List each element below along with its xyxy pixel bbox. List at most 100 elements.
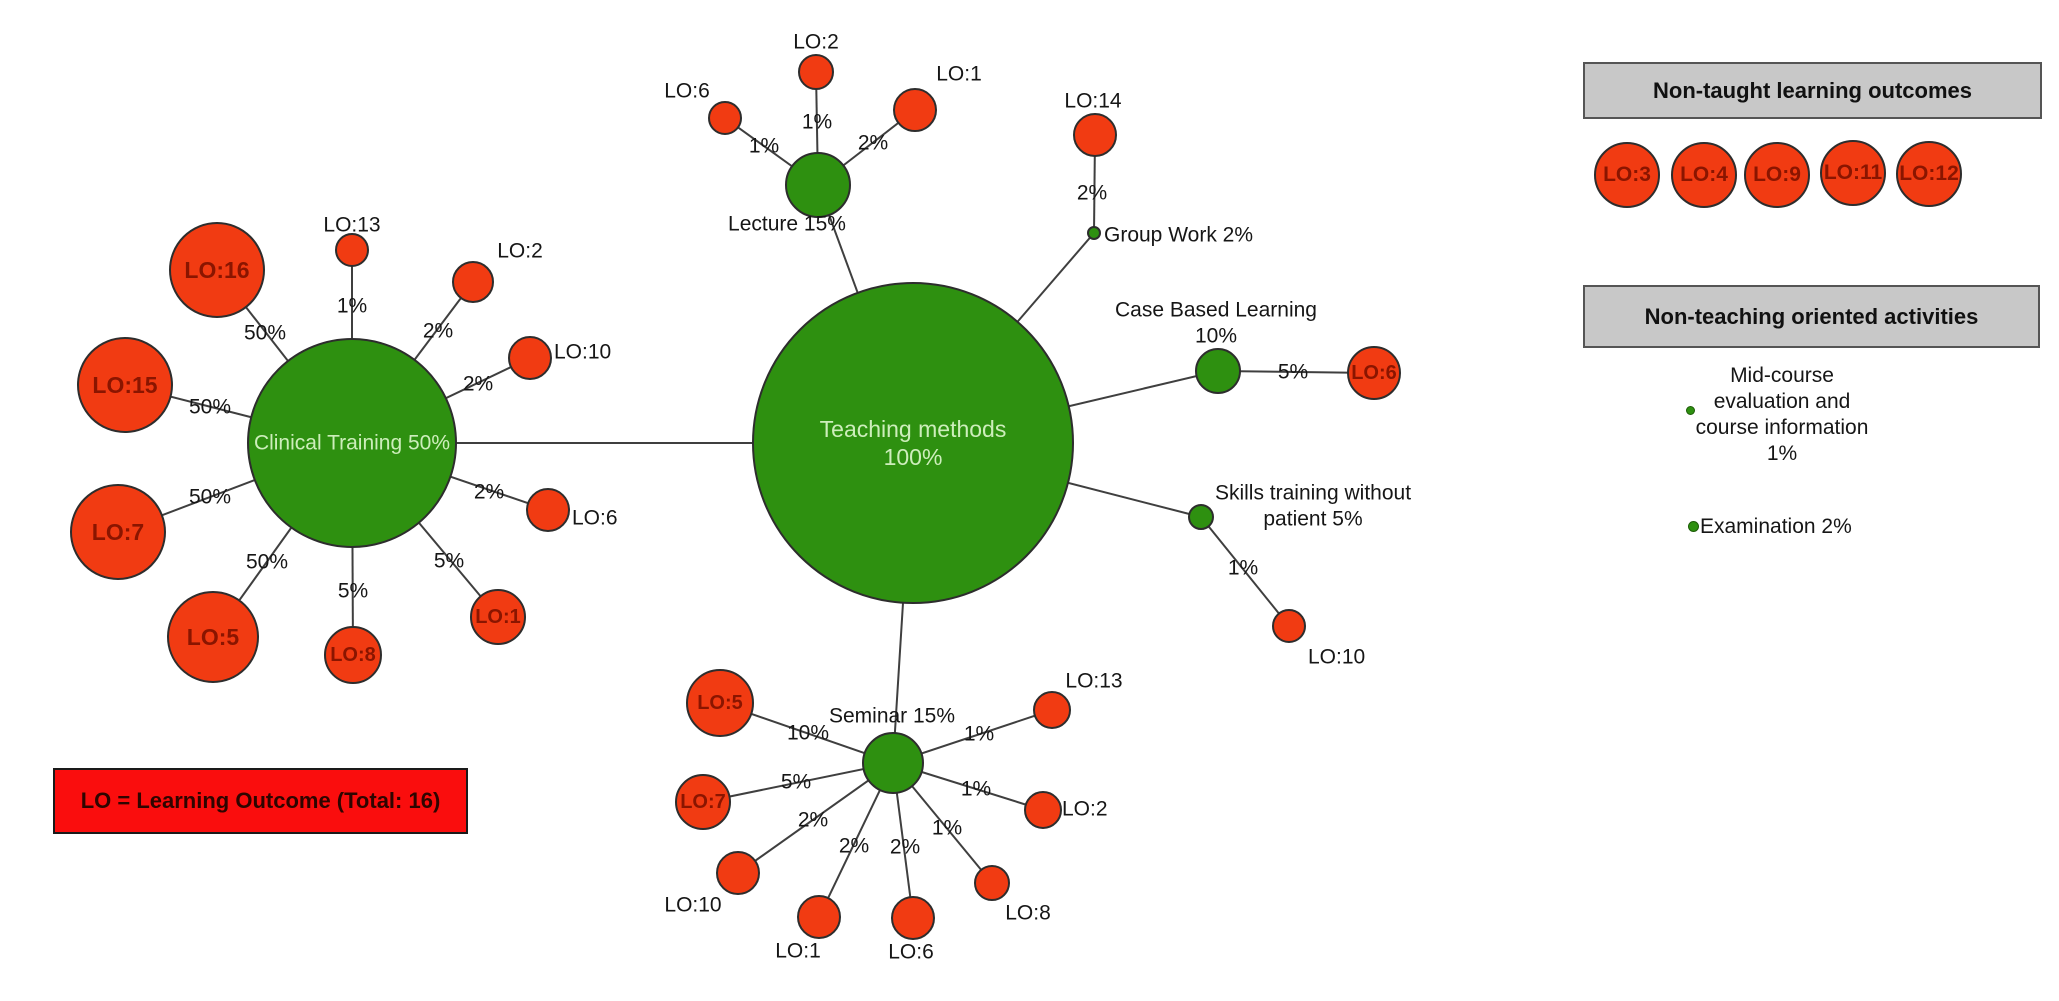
outcome-label-seminar-lo-1: LO:1 [775, 940, 821, 963]
outcome-label-seminar-lo-2: LO:2 [1062, 798, 1108, 821]
edge-label-lecture-lo-2: 1% [802, 111, 832, 134]
hub-seminar [862, 732, 924, 794]
outcome-label-clinical-lo-13: LO:13 [323, 214, 380, 237]
outcome-seminar-lo-13 [1033, 691, 1071, 729]
lo-note-box: LO = Learning Outcome (Total: 16) [53, 768, 468, 834]
edge-label-clinical-lo-8: 5% [338, 580, 368, 603]
hub-groupwork [1087, 226, 1101, 240]
edge-label-lecture-lo-6: 1% [749, 135, 779, 158]
edge-label-groupwork-lo-14: 2% [1077, 182, 1107, 205]
hub-case [1195, 348, 1241, 394]
outcome-lecture-lo-1 [893, 88, 937, 132]
hub-skills [1188, 504, 1214, 530]
outcome-label-clinical-lo-2: LO:2 [497, 240, 543, 263]
outcome-label-clinical-lo-1: LO:1 [475, 606, 521, 628]
edge-label-seminar-lo-7: 5% [781, 771, 811, 794]
legend-non-teaching-title: Non-teaching oriented activities [1644, 303, 1979, 329]
edge-skills-lo-10 [1200, 516, 1290, 627]
mid-course-line-4: 1% [1766, 442, 1798, 465]
outcome-clinical-lo-5 [167, 591, 259, 683]
legend-outcome-lo9-label: LO:9 [1753, 163, 1801, 186]
edge-label-seminar-lo-1: 2% [839, 835, 869, 858]
edge-label-lecture-lo-1: 2% [858, 132, 888, 155]
legend-outcome-lo9: LO:9 [1744, 142, 1810, 208]
outcome-label-lecture-lo-1: LO:1 [936, 63, 982, 86]
outcome-label-clinical-lo-5: LO:5 [187, 624, 240, 650]
edge-label-skills-lo-10: 1% [1228, 557, 1258, 580]
examination-item: Examination 2% [1700, 515, 1852, 538]
outcome-label-clinical-lo-7: LO:7 [92, 519, 144, 545]
outcome-seminar-lo-2 [1024, 791, 1062, 829]
outcome-label-seminar-lo-13: LO:13 [1065, 670, 1122, 693]
outcome-clinical-lo-6 [526, 488, 570, 532]
hub-label-seminar: Seminar 15% [829, 705, 955, 728]
outcome-label-seminar-lo-8: LO:8 [1005, 902, 1051, 925]
edge-label-clinical-lo-7: 50% [189, 486, 231, 509]
outcome-skills-lo-10 [1272, 609, 1306, 643]
hub-lecture [785, 152, 851, 218]
legend-outcome-lo11: LO:11 [1820, 140, 1886, 206]
hub-clinical [247, 338, 457, 548]
outcome-seminar-lo-7 [675, 774, 731, 830]
legend-non-taught-header: Non-taught learning outcomes [1583, 62, 2042, 119]
edge-label-seminar-lo-6: 2% [890, 836, 920, 859]
edge-label-clinical-lo-13: 1% [337, 295, 367, 318]
legend-outcome-lo4-label: LO:4 [1680, 163, 1728, 186]
hub-label-case: Case Based Learning 10% [1115, 299, 1317, 348]
edge-label-clinical-lo-6: 2% [474, 481, 504, 504]
outcome-label-seminar-lo-6: LO:6 [888, 941, 934, 964]
hub-label-clinical: Clinical Training 50% [254, 432, 450, 455]
outcome-label-seminar-lo-5: LO:5 [697, 692, 743, 714]
edge-label-clinical-lo-10: 2% [463, 373, 493, 396]
outcome-clinical-lo-1 [470, 589, 526, 645]
hub-label-skills: Skills training without patient 5% [1215, 482, 1411, 531]
outcome-clinical-lo-13 [335, 233, 369, 267]
hub-label-teaching: Teaching methods 100% [820, 416, 1007, 470]
outcome-label-clinical-lo-10: LO:10 [554, 341, 611, 364]
hub-label-lecture: Lecture 15% [728, 213, 846, 236]
outcome-groupwork-lo-14 [1073, 113, 1117, 157]
edge-label-clinical-lo-2: 2% [423, 320, 453, 343]
outcome-lecture-lo-6 [708, 101, 742, 135]
mid-course-line-1: Mid-course [1730, 364, 1834, 387]
edge-label-seminar-lo-5: 10% [787, 722, 829, 745]
outcome-label-lecture-lo-6: LO:6 [664, 80, 710, 103]
outcome-case-lo-6 [1347, 346, 1401, 400]
outcome-lecture-lo-2 [798, 54, 834, 90]
edge-label-seminar-lo-13: 1% [964, 723, 994, 746]
outcome-label-clinical-lo-15: LO:15 [92, 372, 157, 398]
outcome-label-groupwork-lo-14: LO:14 [1064, 90, 1122, 113]
outcome-clinical-lo-7 [70, 484, 166, 580]
outcome-clinical-lo-10 [508, 336, 552, 380]
legend-outcome-lo3-label: LO:3 [1603, 163, 1651, 186]
edge-label-clinical-lo-5: 50% [246, 551, 288, 574]
edge-seminar-lo-7 [702, 762, 894, 803]
outcome-label-seminar-lo-10: LO:10 [664, 894, 721, 917]
edge-label-case-lo-6: 5% [1278, 361, 1308, 384]
edge-label-clinical-lo-1: 5% [434, 550, 464, 573]
mid-course-line-2: evaluation and [1713, 390, 1851, 413]
outcome-seminar-lo-10 [716, 851, 760, 895]
outcome-clinical-lo-15 [77, 337, 173, 433]
legend-non-taught-title: Non-taught learning outcomes [1653, 77, 1972, 103]
legend-outcome-lo3: LO:3 [1594, 142, 1660, 208]
examination-dot-icon [1688, 521, 1699, 532]
outcome-clinical-lo-16 [169, 222, 265, 318]
outcome-label-lecture-lo-2: LO:2 [793, 31, 839, 54]
outcome-label-case-lo-6: LO:6 [1351, 362, 1397, 384]
outcome-label-clinical-lo-8: LO:8 [330, 644, 376, 666]
legend-outcome-lo12: LO:12 [1896, 141, 1962, 207]
hub-teaching [752, 282, 1074, 604]
outcome-label-clinical-lo-6: LO:6 [572, 507, 618, 530]
edge-label-seminar-lo-2: 1% [961, 778, 991, 801]
outcome-label-seminar-lo-7: LO:7 [680, 791, 726, 813]
legend-outcome-lo11-label: LO:11 [1823, 161, 1883, 184]
hub-label-groupwork: Group Work 2% [1104, 224, 1253, 247]
lo-note-label: LO = Learning Outcome (Total: 16) [80, 788, 441, 813]
outcome-label-skills-lo-10: LO:10 [1308, 646, 1365, 669]
outcome-seminar-lo-8 [974, 865, 1010, 901]
legend-outcome-lo12-label: LO:12 [1899, 162, 1959, 185]
edge-label-seminar-lo-10: 2% [798, 809, 828, 832]
